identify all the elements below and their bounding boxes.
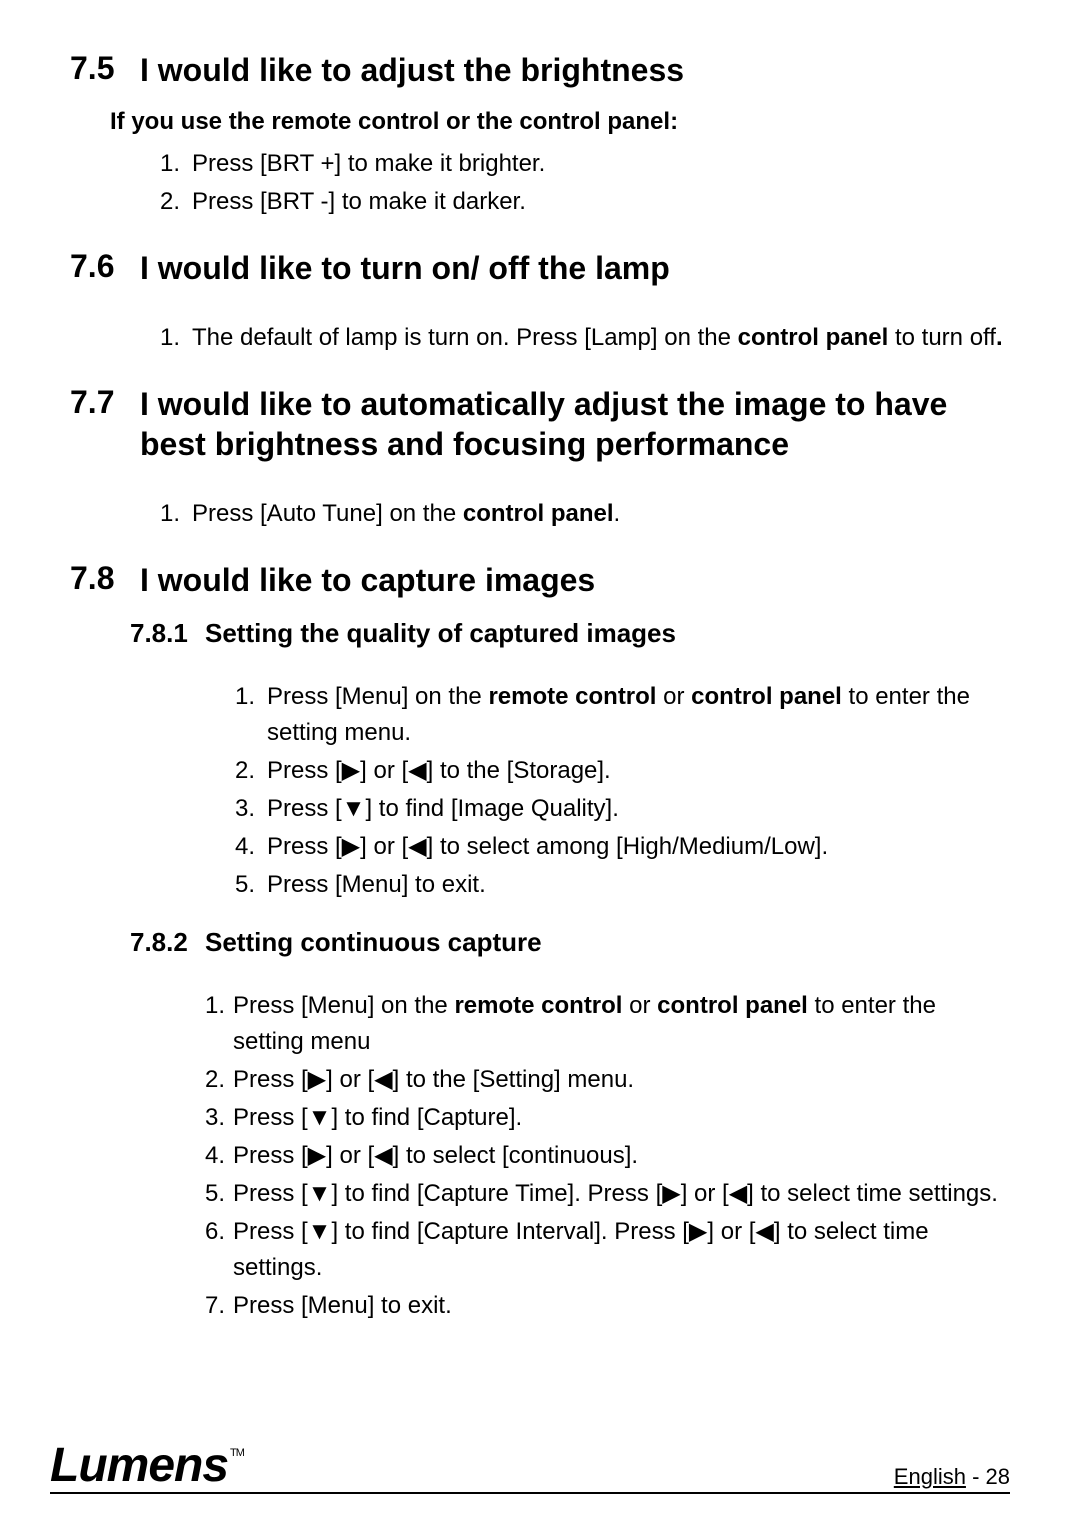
item-number: 1. [160,320,192,356]
language-label: English [894,1464,966,1489]
list-item: 2. Press [▶] or [◀] to the [Setting] men… [205,1062,1010,1098]
list-item: 1. Press [Menu] on the remote control or… [205,988,1010,1060]
text-bold: control panel [463,500,614,527]
separator: - [966,1464,986,1489]
text-run: The default of lamp is turn on. Press [L… [192,324,738,351]
list-item: 2. Press [BRT -] to make it darker. [160,184,1010,220]
list-item: 4. Press [▶] or [◀] to select among [Hig… [235,829,1010,865]
heading-number: 7.7 [70,384,140,464]
list-item: 7. Press [Menu] to exit. [205,1288,1010,1324]
heading-text: I would like to capture images [140,560,1010,600]
list-item: 6. Press [▼] to find [Capture Interval].… [205,1214,1010,1286]
item-text: Press [▼] to find [Capture Time]. Press … [233,1176,1010,1212]
item-number: 5. [205,1176,233,1212]
item-number: 3. [205,1100,233,1136]
list-item: 3. Press [▼] to find [Image Quality]. [235,791,1010,827]
text-run: Press [Menu] on the [267,683,488,710]
list-item: 4. Press [▶] or [◀] to select [continuou… [205,1138,1010,1174]
list-item: 5. Press [▼] to find [Capture Time]. Pre… [205,1176,1010,1212]
trademark-icon: TM [230,1447,244,1459]
item-text: Press [BRT +] to make it brighter. [192,146,1010,182]
item-text: Press [Auto Tune] on the control panel. [192,496,1010,532]
item-text: Press [Menu] to exit. [233,1288,1010,1324]
text-run: Press [Menu] on the [233,992,454,1019]
list-item: 2. Press [▶] or [◀] to the [Storage]. [235,753,1010,789]
heading-number: 7.6 [70,248,140,288]
footer-rule [50,1492,1010,1494]
list-item: 1. Press [Menu] on the remote control or… [235,679,1010,751]
list-item: 1. Press [BRT +] to make it brighter. [160,146,1010,182]
heading-7-8-2: 7.8.2 Setting continuous capture [130,927,1010,958]
text-bold: remote control [454,992,622,1019]
document-page: 7.5 I would like to adjust the brightnes… [0,0,1080,1532]
item-text: Press [▶] or [◀] to the [Setting] menu. [233,1062,1010,1098]
text-run: or [656,683,691,710]
list-item: 1. Press [Auto Tune] on the control pane… [160,496,1010,532]
list-item: 3. Press [▼] to find [Capture]. [205,1100,1010,1136]
heading-text: I would like to adjust the brightness [140,50,1010,90]
item-text: Press [Menu] on the remote control or co… [267,679,1010,751]
item-number: 2. [235,753,267,789]
item-text: Press [Menu] to exit. [267,867,1010,903]
item-number: 4. [235,829,267,865]
brand-logo: LumensTM [50,1442,242,1490]
item-text: Press [▼] to find [Capture Interval]. Pr… [233,1214,1010,1286]
heading-number: 7.8 [70,560,140,600]
heading-7-6: 7.6 I would like to turn on/ off the lam… [70,248,1010,288]
item-number: 1. [160,146,192,182]
item-text: Press [▶] or [◀] to select [continuous]. [233,1138,1010,1174]
list-7-6: 1. The default of lamp is turn on. Press… [160,320,1010,356]
item-number: 5. [235,867,267,903]
heading-7-5: 7.5 I would like to adjust the brightnes… [70,50,1010,90]
list-7-8-1: 1. Press [Menu] on the remote control or… [235,679,1010,903]
item-text: Press [▶] or [◀] to select among [High/M… [267,829,1010,865]
item-text: Press [▼] to find [Image Quality]. [267,791,1010,827]
heading-7-8-1: 7.8.1 Setting the quality of captured im… [130,618,1010,649]
text-bold: remote control [488,683,656,710]
heading-text: I would like to automatically adjust the… [140,384,1010,464]
text-bold: control panel [657,992,808,1019]
page-number: English - 28 [894,1464,1010,1490]
heading-number: 7.8.2 [130,927,205,958]
list-7-5: 1. Press [BRT +] to make it brighter. 2.… [160,146,1010,220]
item-text: Press [BRT -] to make it darker. [192,184,1010,220]
text-bold: . [996,324,1003,351]
item-number: 4. [205,1138,233,1174]
heading-text: Setting continuous capture [205,927,1010,958]
heading-7-8: 7.8 I would like to capture images [70,560,1010,600]
item-number: 3. [235,791,267,827]
text-bold: control panel [738,324,889,351]
list-7-8-2: 1. Press [Menu] on the remote control or… [205,988,1010,1324]
item-text: The default of lamp is turn on. Press [L… [192,320,1010,356]
page-value: 28 [986,1464,1010,1489]
text-run: Press [Auto Tune] on the [192,500,463,527]
text-run: or [622,992,657,1019]
item-number: 7. [205,1288,233,1324]
item-text: Press [▶] or [◀] to the [Storage]. [267,753,1010,789]
text-bold: control panel [691,683,842,710]
item-text: Press [▼] to find [Capture]. [233,1100,1010,1136]
item-number: 2. [205,1062,233,1098]
heading-text: I would like to turn on/ off the lamp [140,248,1010,288]
list-7-7: 1. Press [Auto Tune] on the control pane… [160,496,1010,532]
text-run: to turn off [888,324,996,351]
list-item: 1. The default of lamp is turn on. Press… [160,320,1010,356]
heading-number: 7.5 [70,50,140,90]
item-number: 1. [160,496,192,532]
item-number: 1. [205,988,233,1060]
item-number: 6. [205,1214,233,1286]
item-text: Press [Menu] on the remote control or co… [233,988,1010,1060]
logo-text: Lumens [50,1439,228,1492]
heading-text: Setting the quality of captured images [205,618,1010,649]
page-footer: LumensTM English - 28 [50,1442,1010,1494]
item-number: 1. [235,679,267,751]
item-number: 2. [160,184,192,220]
text-run: . [614,500,621,527]
heading-7-7: 7.7 I would like to automatically adjust… [70,384,1010,464]
heading-number: 7.8.1 [130,618,205,649]
list-item: 5. Press [Menu] to exit. [235,867,1010,903]
subheading-7-5: If you use the remote control or the con… [110,108,1010,136]
